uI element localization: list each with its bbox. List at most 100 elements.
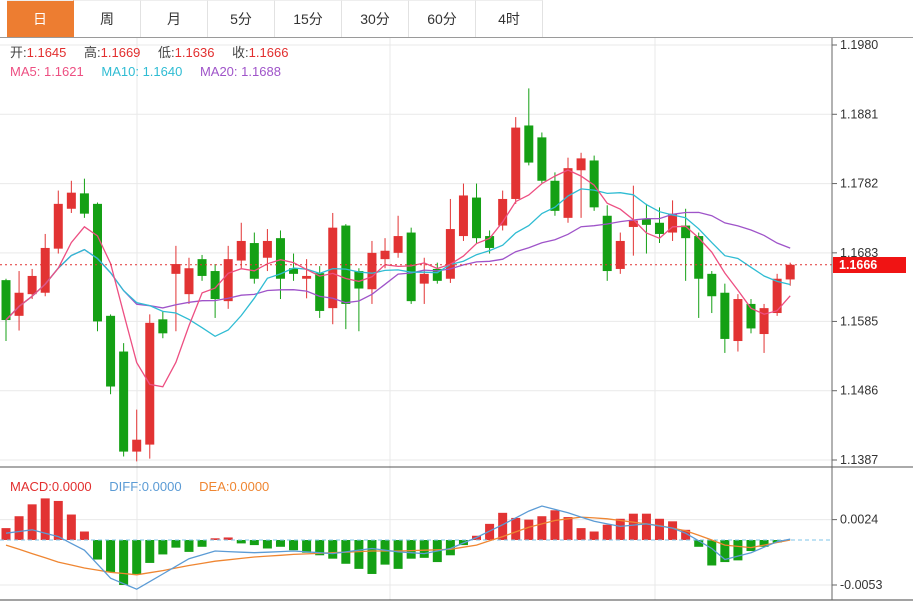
candle-body: [367, 252, 377, 290]
candle-body: [458, 195, 468, 237]
ma-readout: MA5: 1.1621 MA10: 1.1640 MA20: 1.1688: [10, 63, 295, 81]
tab-15min[interactable]: 15分: [275, 0, 342, 37]
macd-hist-bar: [249, 540, 259, 546]
tab-month[interactable]: 月: [141, 0, 208, 37]
macd-hist-bar: [746, 540, 756, 552]
open-value: 1.1645: [26, 45, 67, 60]
candle-body: [785, 264, 795, 280]
y-axis-label: 1.1683: [840, 246, 878, 260]
ma20-label: MA20:: [199, 64, 238, 79]
candle-body: [432, 268, 442, 281]
diff-label: DIFF:: [109, 479, 142, 494]
ma5-value: 1.1621: [43, 64, 84, 79]
chart-area[interactable]: 1.1980 1.1881 1.1782 1.1683 1.1585 1.1486 1.13…: [0, 38, 913, 602]
macd-hist-bar: [197, 540, 207, 547]
tab-day[interactable]: 日: [7, 0, 74, 37]
macd-hist-bar: [315, 540, 325, 556]
candle-body: [66, 192, 76, 209]
candle-body: [354, 271, 364, 289]
candle-body: [498, 198, 508, 226]
macd-hist-bar: [119, 540, 129, 586]
candle-body: [289, 268, 299, 274]
tab-4hour[interactable]: 4时: [476, 0, 543, 37]
candle-body: [92, 203, 102, 322]
y-axis-label: 1.1980: [840, 38, 878, 52]
macd-hist-bar: [328, 540, 338, 559]
candle-body: [132, 439, 142, 452]
macd-hist-bar: [66, 514, 76, 540]
macd-hist-bar: [158, 540, 168, 555]
candle-body: [655, 222, 664, 234]
tab-60min[interactable]: 60分: [409, 0, 476, 37]
tab-week[interactable]: 周: [74, 0, 141, 37]
macd-hist-bar: [367, 540, 377, 574]
close-label: 收:: [232, 45, 249, 60]
macd-hist-bar: [53, 500, 63, 540]
candle-body: [249, 243, 259, 279]
macd-value: 0.0000: [51, 479, 92, 494]
macd-hist-bar: [485, 523, 495, 540]
ma20-value: 1.1688: [241, 64, 281, 79]
ma10-value: 1.1640: [142, 64, 183, 79]
low-label: 低:: [158, 45, 175, 60]
macd-hist-bar: [498, 512, 508, 540]
candle-body: [302, 275, 312, 279]
y-axis-label: 1.1585: [840, 314, 878, 328]
macd-hist-bar: [707, 540, 717, 566]
low-value: 1.1636: [174, 45, 215, 60]
tab-30min[interactable]: 30分: [342, 0, 409, 37]
ma10-line: [5, 188, 791, 338]
ma5-line: [5, 169, 791, 388]
macd-hist-bar: [236, 540, 246, 544]
candle-body: [563, 168, 573, 218]
candle-body: [197, 259, 207, 276]
candle-body: [485, 236, 495, 248]
macd-hist-bar: [419, 540, 429, 558]
tab-5min[interactable]: 5分: [208, 0, 275, 37]
macd-hist-bar: [641, 513, 651, 540]
current-price-badge: 1.1666: [833, 256, 906, 273]
macd-hist-bar: [589, 531, 599, 540]
candle-body: [641, 218, 651, 225]
candle-body: [14, 292, 24, 316]
candle-body: [210, 271, 220, 300]
macd-hist-bar: [223, 537, 233, 540]
dea-value: 0.0000: [229, 479, 270, 494]
kline-macd-canvas[interactable]: 1.1980 1.1881 1.1782 1.1683 1.1585 1.1486 1.13…: [0, 38, 913, 602]
macd-hist-bar: [759, 540, 769, 547]
candle-body: [668, 213, 678, 233]
candle-body: [537, 137, 547, 181]
candle-body: [315, 273, 325, 311]
macd-hist-bar: [79, 531, 89, 540]
macd-hist-bar: [615, 518, 625, 540]
macd-hist-bar: [681, 529, 691, 540]
ohlc-readout: 开:1.1645 高:1.1669 低:1.1636 收:1.1666: [10, 44, 302, 62]
high-value: 1.1669: [100, 45, 141, 60]
timeframe-tabbar: 日 周 月 5分 15分 30分 60分 4时: [0, 0, 913, 38]
diff-line: [5, 505, 791, 590]
candle-body: [406, 232, 416, 302]
macd-hist-bar: [40, 498, 50, 540]
macd-hist-bar: [563, 517, 573, 540]
macd-hist-bar: [354, 540, 364, 569]
candle-body: [759, 308, 769, 335]
dea-label: DEA:: [199, 479, 230, 494]
diff-value: 0.0000: [141, 479, 182, 494]
macd-hist-bar: [694, 540, 704, 547]
candle-body: [589, 160, 599, 208]
candle-body: [184, 268, 194, 295]
macd-hist-bar: [132, 540, 142, 574]
macd-hist-bar: [576, 528, 586, 540]
high-label: 高:: [84, 45, 101, 60]
macd-hist-bar: [628, 513, 638, 540]
macd-hist-bar: [92, 540, 102, 560]
macd-hist-bar: [106, 540, 116, 573]
macd-hist-bar: [524, 519, 534, 540]
candle-body: [171, 264, 181, 274]
macd-hist-bar: [393, 540, 403, 569]
candle-body: [524, 125, 534, 163]
macd-hist-bar: [14, 516, 24, 540]
macd-hist-bar: [668, 521, 678, 540]
macd-hist-bar: [655, 518, 664, 540]
candle-body: [262, 240, 272, 258]
